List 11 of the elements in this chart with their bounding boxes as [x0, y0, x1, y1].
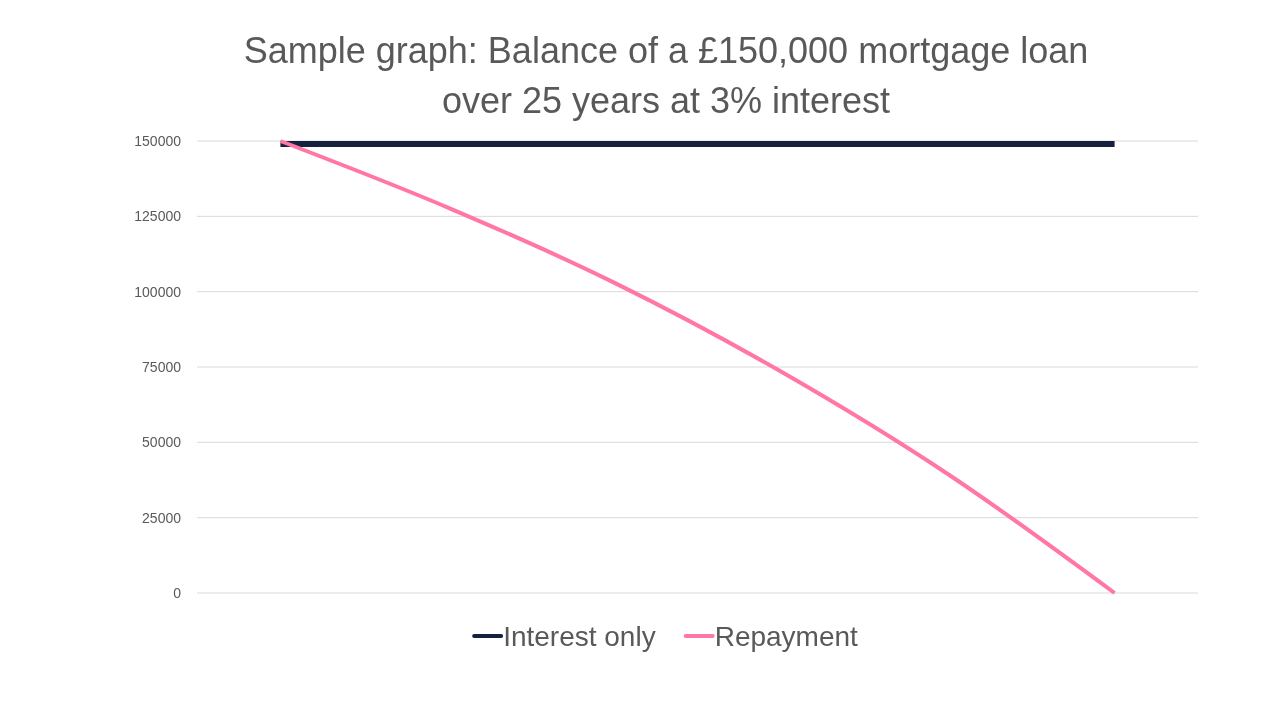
y-tick-label: 125000	[134, 208, 182, 225]
line-series	[278, 139, 1117, 595]
chart-title: Sample graph: Balance of a £150,000 mortgage loan over 25 years at 3% interest	[243, 30, 1089, 121]
y-tick-label: 0	[173, 584, 182, 601]
y-tick-label: 100000	[134, 283, 182, 300]
y-tick-label: 25000	[142, 509, 182, 526]
y-tick-label: 75000	[142, 358, 182, 375]
y-tick-label: 50000	[142, 434, 182, 451]
legend-label: Interest only	[503, 620, 656, 652]
legend-label: Repayment	[714, 620, 859, 652]
y-tick-label: 150000	[134, 132, 182, 149]
